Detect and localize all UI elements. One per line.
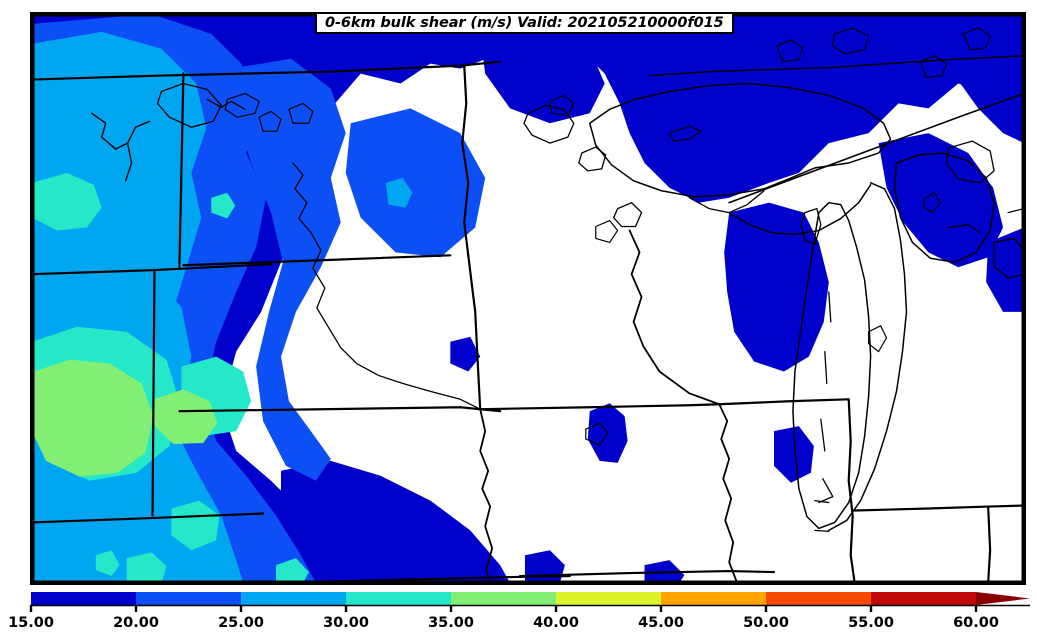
wyoming-east-border	[151, 269, 156, 517]
east-border-river	[1007, 207, 1024, 214]
colorbar-band-50-55-m-s	[766, 592, 871, 605]
map-canvas[interactable]	[32, 14, 1024, 583]
montana-northdakota-border	[178, 72, 185, 269]
colorbar-tick-label-15: 15.00	[8, 615, 54, 631]
colorbar-tick-label-35: 35.00	[428, 615, 474, 631]
canadian-lake-5	[224, 92, 260, 118]
map-title-box: 0-6km bulk shear (m/s) Valid: 2021052100…	[315, 12, 734, 34]
colorbar-band-40-45-m-s	[556, 592, 661, 605]
colorbar-band-45-50-m-s	[661, 592, 766, 605]
colorbar-tick-label-50: 50.00	[743, 615, 789, 631]
canadian-lake-8	[776, 39, 804, 63]
colorbar-tick-label-45: 45.00	[638, 615, 684, 631]
wyoming-colorado-border	[32, 512, 265, 524]
colorbar-band-20-25-m-s	[136, 592, 241, 605]
colorbar-band-55-60-m-s	[871, 592, 976, 605]
canadian-lake-6	[258, 110, 282, 132]
colorbar-tick-label-30: 30.00	[323, 615, 369, 631]
colorbar-band-35-40-m-s	[451, 592, 556, 605]
canadian-lake-2	[578, 146, 607, 172]
inland-lake-1	[595, 219, 619, 243]
colorbar-tick-label-55: 55.00	[848, 615, 894, 631]
inland-lake-3	[922, 192, 941, 214]
michigan-river-2	[824, 350, 828, 385]
colorbar-band-15-20-m-s	[31, 592, 136, 605]
canadian-lake-7	[288, 102, 314, 124]
green-bay	[800, 207, 822, 246]
ohio-border	[987, 505, 992, 583]
lake-small-detail	[947, 223, 981, 234]
missouri-river-border	[479, 408, 494, 583]
michigan-lower-peninsula-east-coast	[828, 182, 908, 532]
lake-superior	[589, 82, 892, 198]
canadian-lake-1	[523, 104, 575, 144]
georgian-bay	[945, 140, 995, 184]
canadian-lake-3	[613, 202, 643, 228]
inland-lake-5	[585, 422, 609, 446]
canadian-lake-11	[962, 27, 991, 51]
michigan-upper-peninsula-coast	[728, 184, 872, 236]
colorbar[interactable]: 15.00 20.00 25.00 30.00 35.00 40.00 45.00 50.00…	[0, 588, 1037, 633]
colorbar-ticks	[29, 604, 1030, 612]
river-montana-2	[124, 142, 133, 182]
northdakota-minnesota-border	[461, 64, 470, 257]
colorbar-band-30-35-m-s	[346, 592, 451, 605]
michigan-river-1	[828, 291, 832, 323]
page-title: 0-6km bulk shear (m/s) Valid: 2021052100…	[325, 14, 724, 31]
canadian-lake-10	[919, 55, 947, 79]
inland-lake-2	[549, 94, 575, 116]
contour-fill-layer	[32, 14, 1024, 583]
wisconsin-illinois-border	[718, 398, 850, 406]
canadian-lake-4	[156, 82, 222, 128]
indiana-ohio-south-border	[853, 504, 1024, 512]
michigan-river-3	[820, 418, 826, 452]
ontario-north-boundary	[648, 54, 1024, 77]
river-montana-1	[91, 112, 151, 150]
river-canada-1	[206, 98, 246, 110]
michigan-river-6	[814, 529, 830, 533]
minnesota-iowa-border	[479, 403, 721, 411]
colorbar-tick-label-60: 60.00	[953, 615, 999, 631]
isle-royale	[668, 125, 702, 142]
mississippi-river-border	[718, 403, 739, 583]
missouri-river-lower	[328, 327, 481, 410]
map-panel[interactable]	[30, 12, 1026, 585]
missouri-river-dakotas	[292, 162, 312, 234]
southdakota-minnesota-border	[467, 254, 482, 411]
inland-lake-4	[868, 325, 888, 353]
geography-layer	[32, 27, 1024, 583]
colorbar-canvas[interactable]: 15.00 20.00 25.00 30.00 35.00 40.00 45.00 50.00…	[0, 588, 1037, 633]
colorbar-tick-label-40: 40.00	[533, 615, 579, 631]
canadian-lake-9	[832, 27, 870, 55]
lake-michigan	[792, 201, 872, 530]
minnesota-wisconsin-border	[628, 229, 721, 406]
iowa-missouri-border	[518, 569, 776, 578]
missouri-river-dakotas-2	[310, 231, 330, 329]
colorbar-band-25-30-m-s	[241, 592, 346, 605]
colorbar-band--60-m-s	[976, 592, 1030, 605]
colorbar-tick-label-25: 25.00	[218, 615, 264, 631]
ontario-boundary-diagonal	[728, 92, 1024, 204]
us-canada-border-west	[32, 60, 502, 81]
contour-band-35-40	[32, 359, 218, 477]
colorbar-tick-labels: 15.00 20.00 25.00 30.00 35.00 40.00 45.00 50.00…	[8, 615, 999, 631]
northdakota-southdakota-border	[182, 254, 452, 267]
montana-wyoming-border	[32, 263, 273, 276]
colorbar-tick-label-20: 20.00	[113, 615, 159, 631]
lake-erie-west	[993, 237, 1024, 279]
michigan-river-5	[814, 499, 830, 504]
michigan-river-4	[818, 478, 834, 504]
colorbar-bands	[31, 592, 1030, 605]
